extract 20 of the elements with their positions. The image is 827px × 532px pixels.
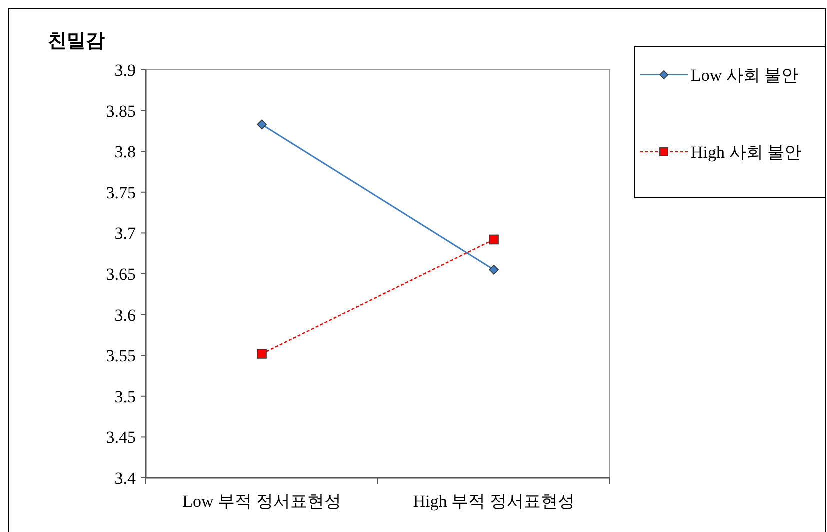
legend-label: High 사회 불안 — [691, 143, 802, 162]
y-tick-label: 3.5 — [114, 387, 136, 406]
point — [257, 349, 267, 359]
point — [257, 120, 267, 130]
y-tick-label: 3.55 — [106, 346, 136, 366]
x-tick-label: Low 부적 정서표현성 — [182, 492, 342, 511]
y-axis-title: 친밀감 — [48, 31, 105, 52]
point — [489, 234, 499, 245]
y-tick-label: 3.65 — [106, 265, 136, 284]
y-tick-label: 3.45 — [106, 428, 136, 448]
legend-label: Low 사회 불안 — [691, 66, 799, 85]
point — [489, 265, 499, 275]
y-tick-label: 3.6 — [114, 306, 136, 325]
y-tick-label: 3.85 — [106, 102, 136, 121]
y-tick-label: 3.8 — [114, 142, 136, 162]
y-tick-label: 3.9 — [114, 61, 136, 80]
y-tick-label: 3.75 — [106, 183, 136, 202]
y-tick-label: 3.7 — [114, 224, 136, 244]
y-tick-label: 3.4 — [114, 469, 136, 488]
x-tick-label: High 부적 정서표현성 — [413, 492, 575, 511]
